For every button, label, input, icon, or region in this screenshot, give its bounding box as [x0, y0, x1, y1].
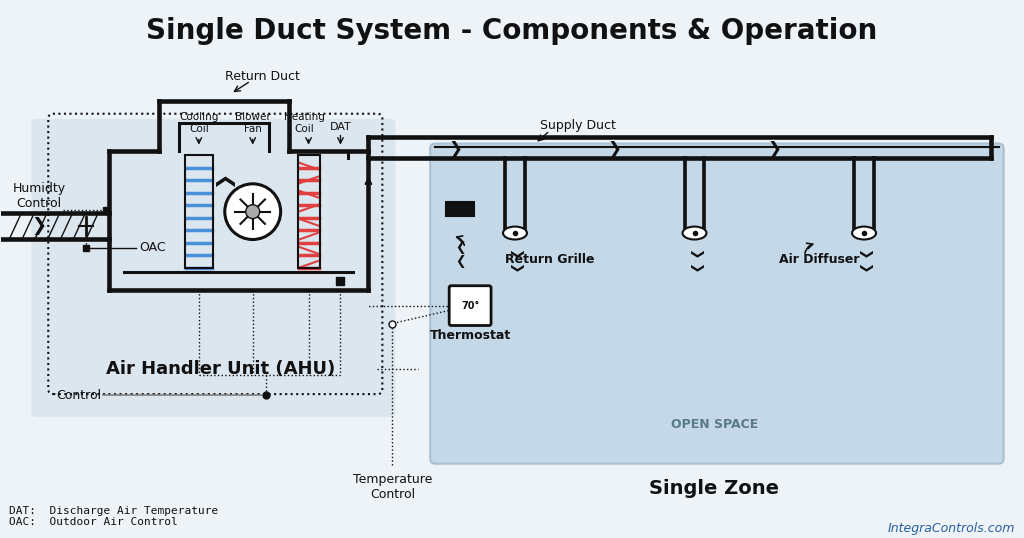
Text: ❮: ❮: [455, 256, 465, 268]
Text: IntegraControls.com: IntegraControls.com: [887, 522, 1015, 535]
Text: Thermostat: Thermostat: [429, 329, 511, 342]
Text: ❯: ❯: [857, 263, 870, 273]
Text: ❮: ❮: [455, 242, 465, 254]
Circle shape: [246, 204, 260, 218]
Text: ❯: ❯: [688, 263, 701, 273]
Text: ❯: ❯: [767, 139, 781, 158]
Text: Control: Control: [56, 388, 101, 401]
FancyBboxPatch shape: [32, 119, 395, 417]
Bar: [446, 202, 474, 216]
Text: ❯: ❯: [608, 139, 622, 158]
Bar: [185, 155, 213, 268]
Text: Temperature
Control: Temperature Control: [352, 472, 432, 500]
Text: ❯: ❯: [509, 249, 521, 259]
FancyBboxPatch shape: [450, 286, 492, 325]
Text: ❯: ❯: [214, 170, 233, 187]
Text: DAT:  Discharge Air Temperature
OAC:  Outdoor Air Control: DAT: Discharge Air Temperature OAC: Outd…: [9, 506, 218, 527]
Text: Return Grille: Return Grille: [505, 253, 595, 266]
Text: Supply Duct: Supply Duct: [540, 119, 615, 132]
Text: ❯: ❯: [449, 139, 462, 158]
Text: Air Handler Unit (AHU): Air Handler Unit (AHU): [106, 360, 336, 378]
Ellipse shape: [683, 226, 707, 239]
Text: Heating
Coil: Heating Coil: [284, 112, 325, 133]
Ellipse shape: [852, 226, 876, 239]
Text: ❯: ❯: [32, 217, 47, 235]
Text: ❯: ❯: [509, 263, 521, 273]
Text: Cooling
Coil: Cooling Coil: [179, 112, 218, 133]
Text: DAT: DAT: [330, 122, 351, 132]
Text: ❯: ❯: [857, 249, 870, 259]
Bar: [298, 155, 319, 268]
Text: Single Duct System - Components & Operation: Single Duct System - Components & Operat…: [146, 17, 878, 45]
Text: Return Duct: Return Duct: [225, 70, 300, 83]
Text: Single Zone: Single Zone: [649, 479, 779, 498]
Text: Blower
Fan: Blower Fan: [234, 112, 270, 133]
Circle shape: [225, 184, 281, 239]
Ellipse shape: [503, 226, 527, 239]
Text: Humidty
Control: Humidty Control: [12, 182, 66, 210]
Text: OAC: OAC: [139, 242, 166, 254]
Text: ❯: ❯: [688, 249, 701, 259]
FancyBboxPatch shape: [430, 144, 1004, 464]
Text: 70°: 70°: [461, 301, 479, 310]
Text: OPEN SPACE: OPEN SPACE: [671, 419, 758, 431]
Text: Air Diffuser: Air Diffuser: [779, 253, 859, 266]
